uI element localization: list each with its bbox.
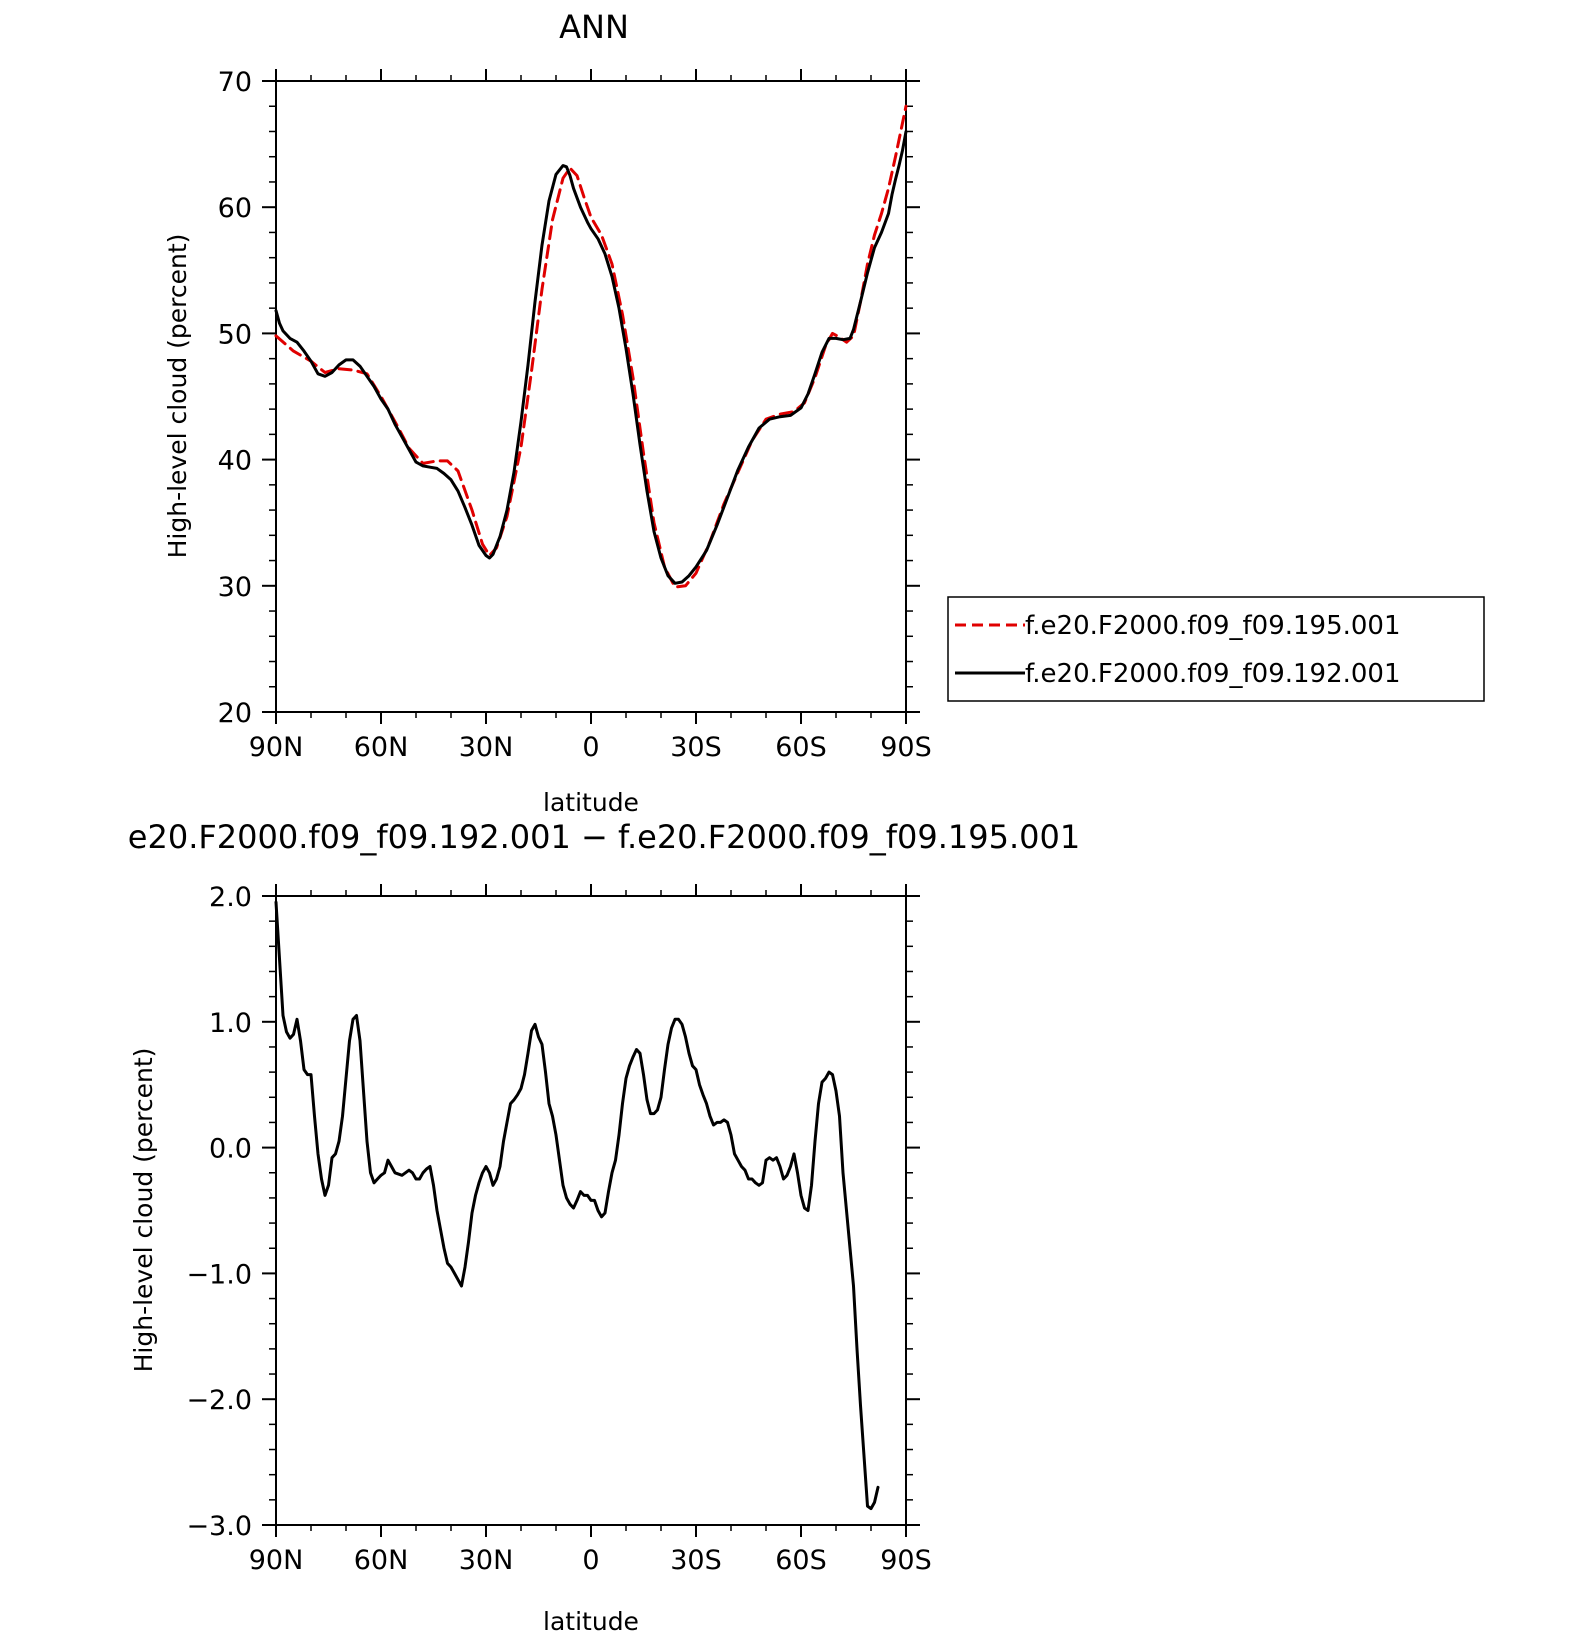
top-x-tick-label: 90S bbox=[880, 732, 932, 763]
top-series-line-0 bbox=[274, 104, 908, 589]
bottom-x-tick-label: 30N bbox=[459, 1545, 514, 1576]
bottom-x-tick-label: 30S bbox=[670, 1545, 722, 1576]
top-panel: ANN 90N 60N 30N 0 30S 60S 90S 20 30 40 50 60 70 lati… bbox=[163, 8, 1485, 817]
top-plot-frame bbox=[275, 80, 907, 713]
top-x-tick-label: 0 bbox=[582, 732, 599, 763]
legend-label-195: f.e20.F2000.f09_f09.195.001 bbox=[1025, 611, 1401, 641]
top-panel-series bbox=[274, 104, 908, 589]
bottom-y-axis-title: High-level cloud (percent) bbox=[129, 1048, 158, 1373]
top-x-tick-label: 30S bbox=[670, 732, 722, 763]
legend-label-192: f.e20.F2000.f09_f09.192.001 bbox=[1025, 659, 1401, 689]
bottom-y-tick-label: 0.0 bbox=[209, 1134, 252, 1165]
top-y-tick-label: 20 bbox=[218, 698, 252, 729]
top-y-tick-label: 30 bbox=[218, 572, 252, 603]
bottom-panel: e20.F2000.f09_f09.192.001 − f.e20.F2000.… bbox=[128, 818, 1080, 1636]
top-x-axis-title: latitude bbox=[543, 788, 639, 817]
bottom-x-tick-label: 0 bbox=[582, 1545, 599, 1576]
top-y-tick-label: 60 bbox=[218, 193, 252, 224]
bottom-y-tick-label: 2.0 bbox=[209, 882, 252, 913]
top-x-tick-label: 60S bbox=[775, 732, 827, 763]
bottom-x-tick-label: 90N bbox=[249, 1545, 304, 1576]
top-series-line-1 bbox=[274, 130, 908, 585]
bottom-y-tick-label: −1.0 bbox=[186, 1259, 252, 1290]
bottom-y-tick-label: 1.0 bbox=[209, 1008, 252, 1039]
bottom-panel-title: e20.F2000.f09_f09.192.001 − f.e20.F2000.… bbox=[128, 818, 1080, 856]
top-x-tick-label: 30N bbox=[459, 732, 514, 763]
bottom-y-tick-label: −2.0 bbox=[186, 1385, 252, 1416]
legend-box bbox=[947, 596, 1485, 702]
bottom-x-axis-title: latitude bbox=[543, 1607, 639, 1636]
top-y-tick-label: 70 bbox=[218, 67, 252, 98]
top-x-tick-label: 90N bbox=[249, 732, 304, 763]
bottom-panel-axes: 90N 60N 30N 0 30S 60S 90S 2.0 1.0 0.0 −1.0 −2.0 −3.0 bbox=[186, 882, 931, 1576]
bottom-series-line-0 bbox=[274, 900, 880, 1511]
bottom-y-tick-label: −3.0 bbox=[186, 1511, 252, 1542]
top-panel-axes: 90N 60N 30N 0 30S 60S 90S 20 30 40 50 60 70 bbox=[218, 67, 932, 763]
top-x-tick-label: 60N bbox=[354, 732, 409, 763]
bottom-plot-frame bbox=[275, 895, 907, 1526]
legend: f.e20.F2000.f09_f09.195.001 f.e20.F2000.… bbox=[947, 596, 1485, 702]
top-y-tick-label: 40 bbox=[218, 446, 252, 477]
bottom-x-tick-label: 90S bbox=[880, 1545, 932, 1576]
bottom-panel-series bbox=[274, 900, 880, 1511]
top-y-tick-label: 50 bbox=[218, 319, 252, 350]
top-panel-title: ANN bbox=[559, 8, 629, 46]
top-y-axis-title: High-level cloud (percent) bbox=[163, 234, 192, 559]
bottom-x-tick-label: 60S bbox=[775, 1545, 827, 1576]
bottom-x-tick-label: 60N bbox=[354, 1545, 409, 1576]
